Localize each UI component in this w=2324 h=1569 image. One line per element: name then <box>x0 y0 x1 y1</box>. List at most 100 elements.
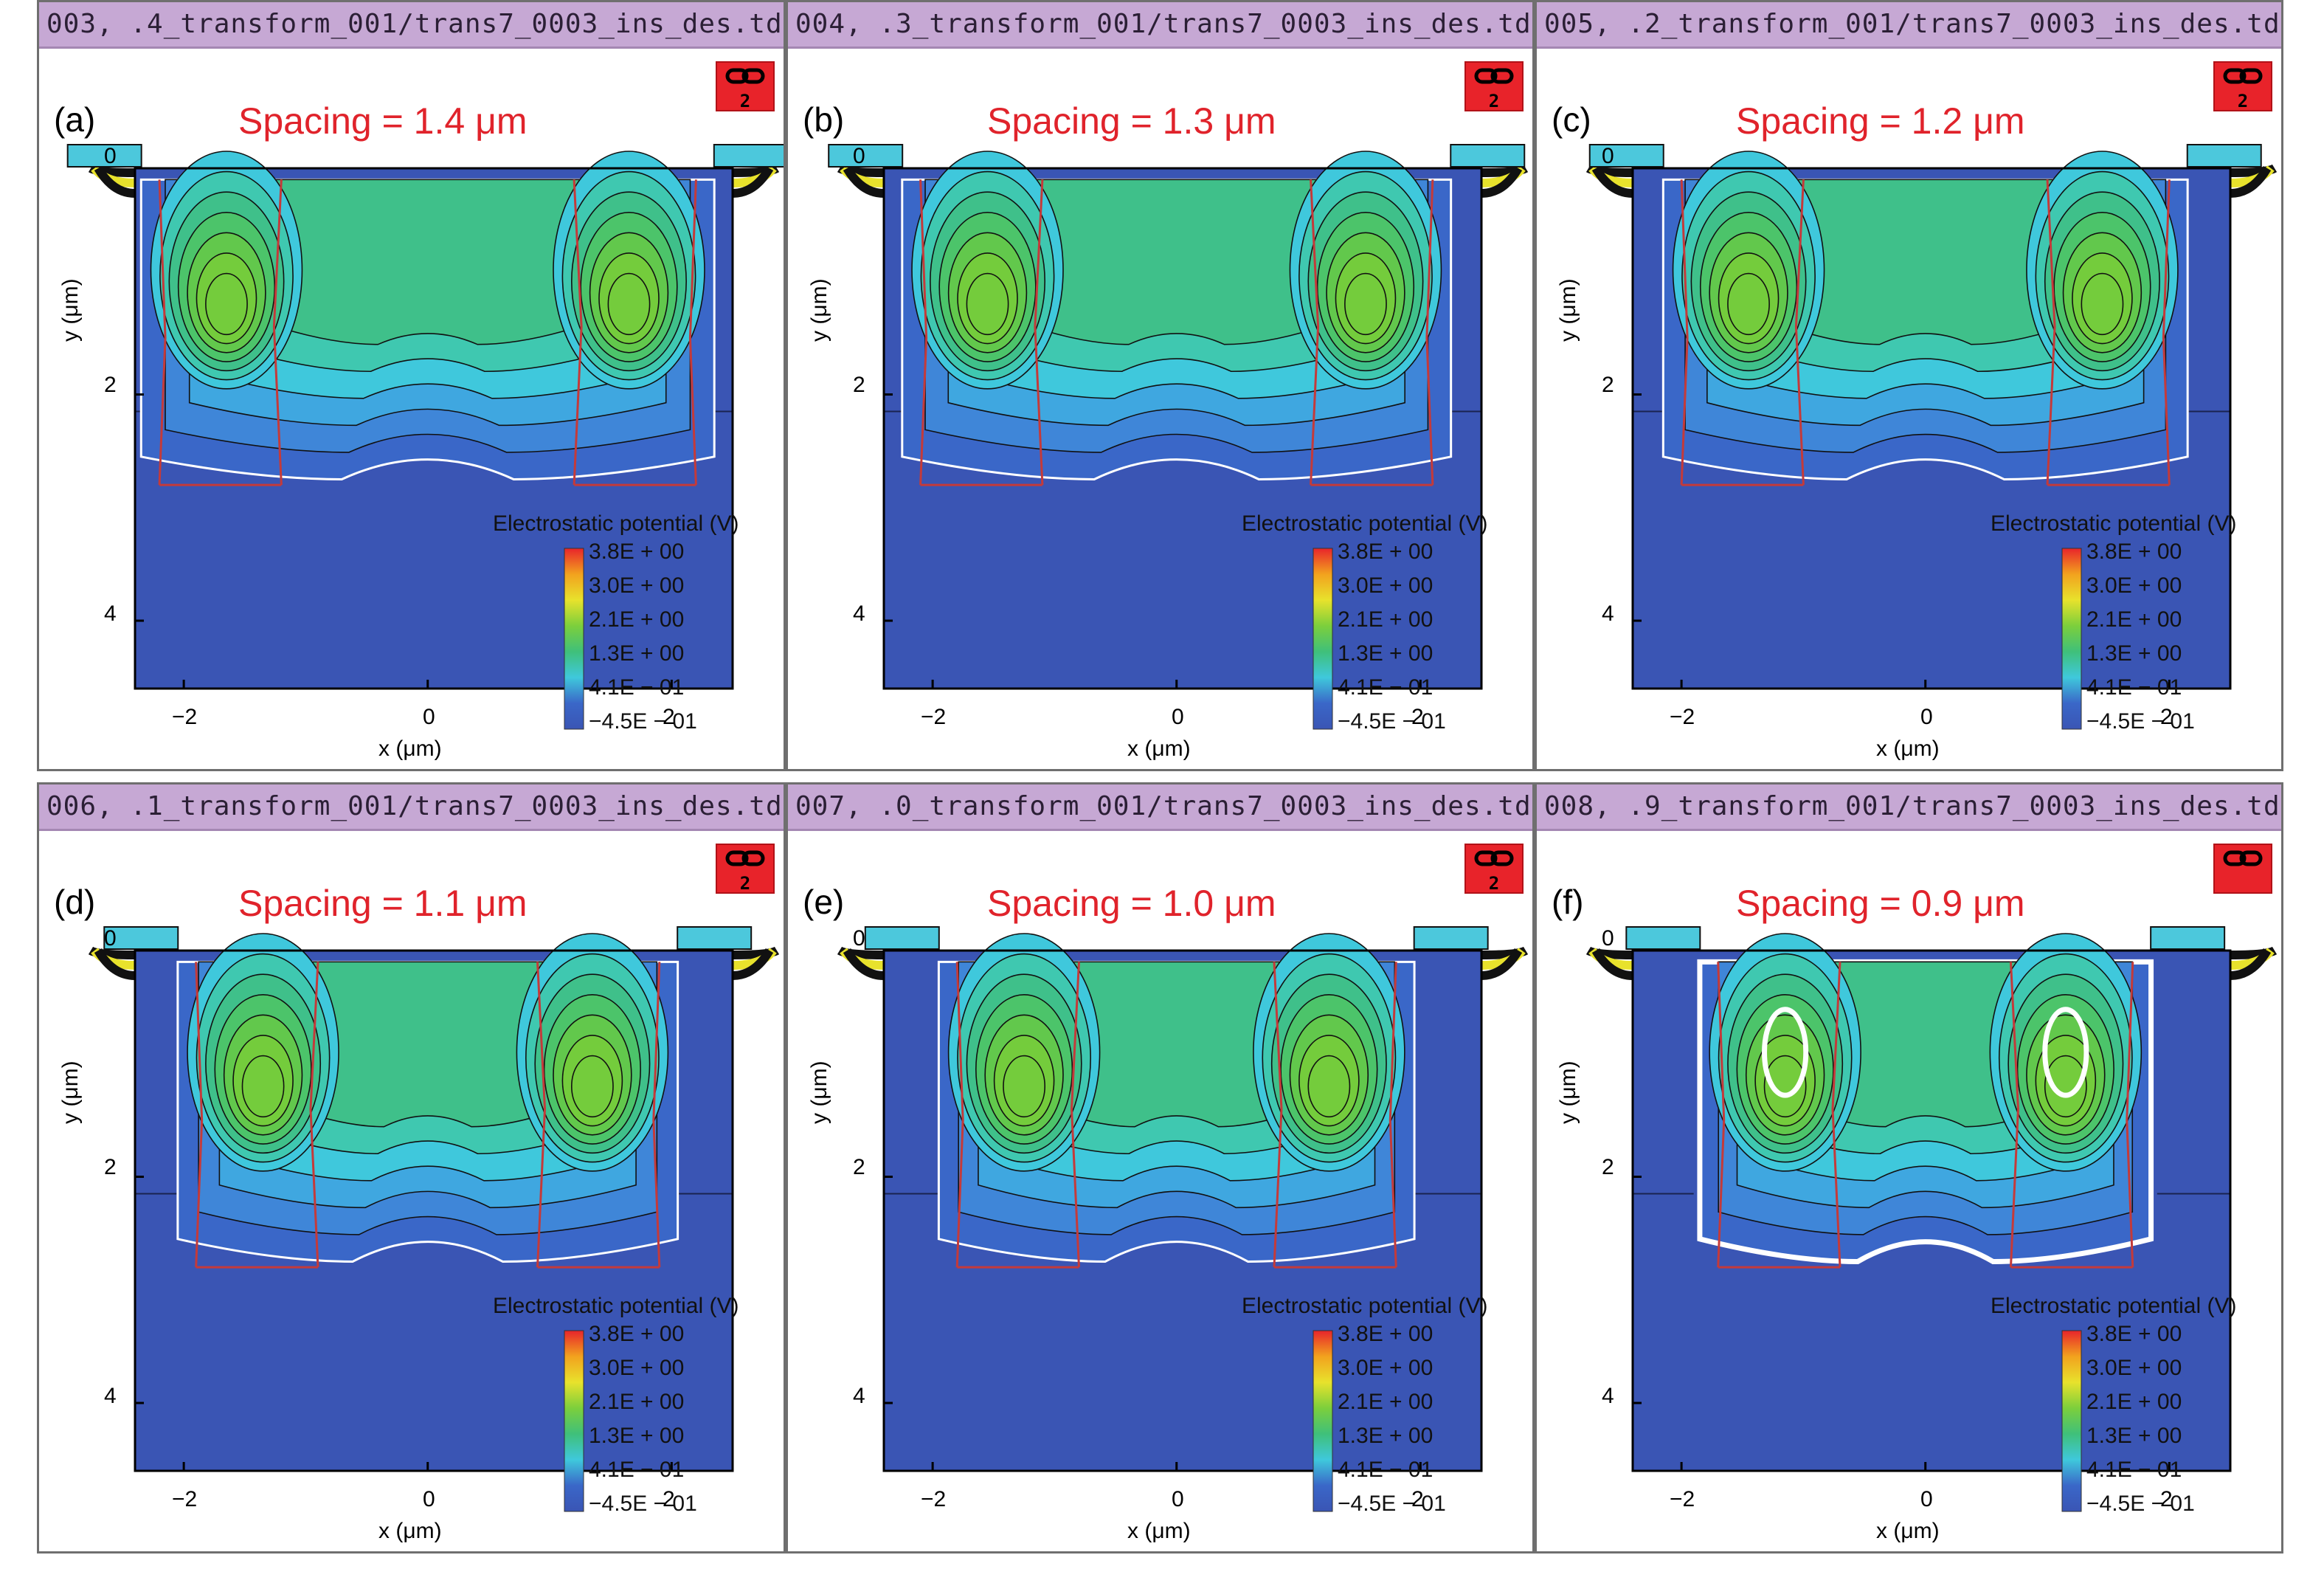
corner-region <box>2230 165 2272 198</box>
potential-map <box>1585 144 2278 730</box>
corner-region <box>94 948 136 980</box>
plot-frame <box>134 949 734 1472</box>
panel-letter: (a) <box>54 100 96 139</box>
lobe-contour <box>241 1055 285 1118</box>
y-tick-label: 4 <box>853 1384 865 1408</box>
link-badge-icon[interactable] <box>2213 844 2272 894</box>
link-badge-icon[interactable]: 2 <box>2213 61 2272 111</box>
colorbar-label: 1.3E + 00 <box>589 641 685 666</box>
lobe-contour <box>1763 1055 1807 1118</box>
colorbar <box>564 548 584 730</box>
potential-map <box>837 926 1529 1512</box>
corner-region <box>1481 948 1523 980</box>
corner-region <box>732 948 774 980</box>
y-tick-label: 4 <box>853 601 865 626</box>
x-tick-label: −2 <box>172 1487 198 1511</box>
colorbar-title: Electrostatic potential (V) <box>1991 511 2237 536</box>
link-badge-icon[interactable]: 2 <box>1464 61 1524 111</box>
potential-map <box>828 144 1529 730</box>
lobe-contour <box>1307 1055 1351 1118</box>
x-tick-label: 2 <box>663 1487 675 1511</box>
colorbar-label: 3.8E + 00 <box>589 539 685 564</box>
y-tick-label: 0 <box>104 926 117 951</box>
link-badge-number: 2 <box>1488 91 1500 111</box>
colorbar-label: 3.8E + 00 <box>1338 1322 1434 1346</box>
x-axis-label: x (μm) <box>1876 737 1940 761</box>
x-tick-label: −2 <box>921 1487 947 1511</box>
spacing-label: Spacing = 0.9 μm <box>1736 883 2025 924</box>
x-tick-label: 0 <box>1920 705 1933 729</box>
colorbar-title: Electrostatic potential (V) <box>1242 511 1488 536</box>
colorbar-label: 3.0E + 00 <box>589 573 685 598</box>
corner-region <box>1591 948 1633 980</box>
colorbar-label: 4.1E − 01 <box>589 675 685 700</box>
contact-pad <box>1625 926 1701 950</box>
link-badge-icon[interactable]: 2 <box>716 61 775 111</box>
plot-frame <box>1631 949 2232 1472</box>
colorbar-label: 3.0E + 00 <box>1338 1356 1434 1380</box>
potential-contour <box>1772 179 2079 345</box>
x-tick-label: 0 <box>1172 705 1184 729</box>
contact-pad <box>2186 144 2262 168</box>
window-titlebar[interactable]: 003, .4_transform_001/trans7_0003_ins_de… <box>39 2 784 49</box>
colorbar-label: 4.1E − 01 <box>2086 1458 2182 1482</box>
x-axis-label: x (μm) <box>378 1519 442 1543</box>
colorbar-label: 3.8E + 00 <box>2086 539 2182 564</box>
y-axis-label: y (μm) <box>58 278 83 342</box>
x-tick-label: −2 <box>1670 1487 1695 1511</box>
window-titlebar[interactable]: 005, .2_transform_001/trans7_0003_ins_de… <box>1537 2 2281 49</box>
x-tick-label: 2 <box>1411 705 1424 729</box>
x-tick-label: −2 <box>172 705 198 729</box>
lobe-contour <box>2081 272 2124 336</box>
x-tick-label: 2 <box>663 705 675 729</box>
colorbar-label: 3.0E + 00 <box>1338 573 1434 598</box>
window-titlebar[interactable]: 007, .0_transform_001/trans7_0003_ins_de… <box>788 784 1532 831</box>
x-tick-label: 0 <box>1920 1487 1933 1511</box>
window-titlebar[interactable]: 006, .1_transform_001/trans7_0003_ins_de… <box>39 784 784 831</box>
x-axis-label: x (μm) <box>378 737 442 761</box>
link-badge-icon[interactable]: 2 <box>1464 844 1524 894</box>
x-axis-label: x (μm) <box>1127 737 1191 761</box>
colorbar-label: 3.8E + 00 <box>2086 1322 2182 1346</box>
spacing-label: Spacing = 1.4 μm <box>238 100 528 142</box>
colorbar <box>1313 1330 1333 1512</box>
panel-a: 003, .4_transform_001/trans7_0003_ins_de… <box>37 0 786 771</box>
implant-boundary <box>919 179 1044 486</box>
colorbar-label: 1.3E + 00 <box>589 1424 685 1448</box>
window-titlebar[interactable]: 004, .3_transform_001/trans7_0003_ins_de… <box>788 2 1532 49</box>
panel-letter: (e) <box>803 883 845 921</box>
colorbar-label: 3.8E + 00 <box>1338 539 1434 564</box>
colorbar-label: −4.5E − 01 <box>589 1492 697 1516</box>
colorbar-label: 2.1E + 00 <box>1338 1390 1434 1414</box>
link-badge-icon[interactable]: 2 <box>716 844 775 894</box>
y-tick-label: 4 <box>1602 1384 1614 1408</box>
lobe-contour <box>966 272 1009 336</box>
colorbar-label: 3.0E + 00 <box>2086 573 2182 598</box>
implant-boundary <box>1310 179 1434 486</box>
implant-boundary <box>1273 962 1397 1269</box>
spacing-label: Spacing = 1.0 μm <box>987 883 1276 924</box>
y-tick-label: 2 <box>853 373 865 397</box>
corner-region <box>2230 948 2272 980</box>
panel-e: 007, .0_transform_001/trans7_0003_ins_de… <box>786 782 1535 1554</box>
panel-letter: (d) <box>54 883 96 921</box>
colorbar-label: 1.3E + 00 <box>2086 1424 2182 1448</box>
contact-pad <box>1450 144 1526 168</box>
window-titlebar[interactable]: 008, .9_transform_001/trans7_0003_ins_de… <box>1537 784 2281 831</box>
lobe-contour <box>1727 272 1770 336</box>
y-axis-label: y (μm) <box>807 278 831 342</box>
x-axis-label: x (μm) <box>1876 1519 1940 1543</box>
lobe-contour <box>570 1055 614 1118</box>
y-tick-label: 2 <box>853 1155 865 1179</box>
potential-map <box>66 144 784 730</box>
colorbar-label: −4.5E − 01 <box>1338 709 1446 734</box>
contact-pad <box>713 144 784 168</box>
y-axis-label: y (μm) <box>807 1061 831 1124</box>
contact-pad <box>66 144 142 168</box>
colorbar-label: 2.1E + 00 <box>1338 607 1434 632</box>
potential-map <box>1585 926 2278 1512</box>
x-tick-label: 0 <box>1172 1487 1184 1511</box>
implant-boundary <box>2046 179 2171 486</box>
contact-pad <box>1588 144 1664 168</box>
